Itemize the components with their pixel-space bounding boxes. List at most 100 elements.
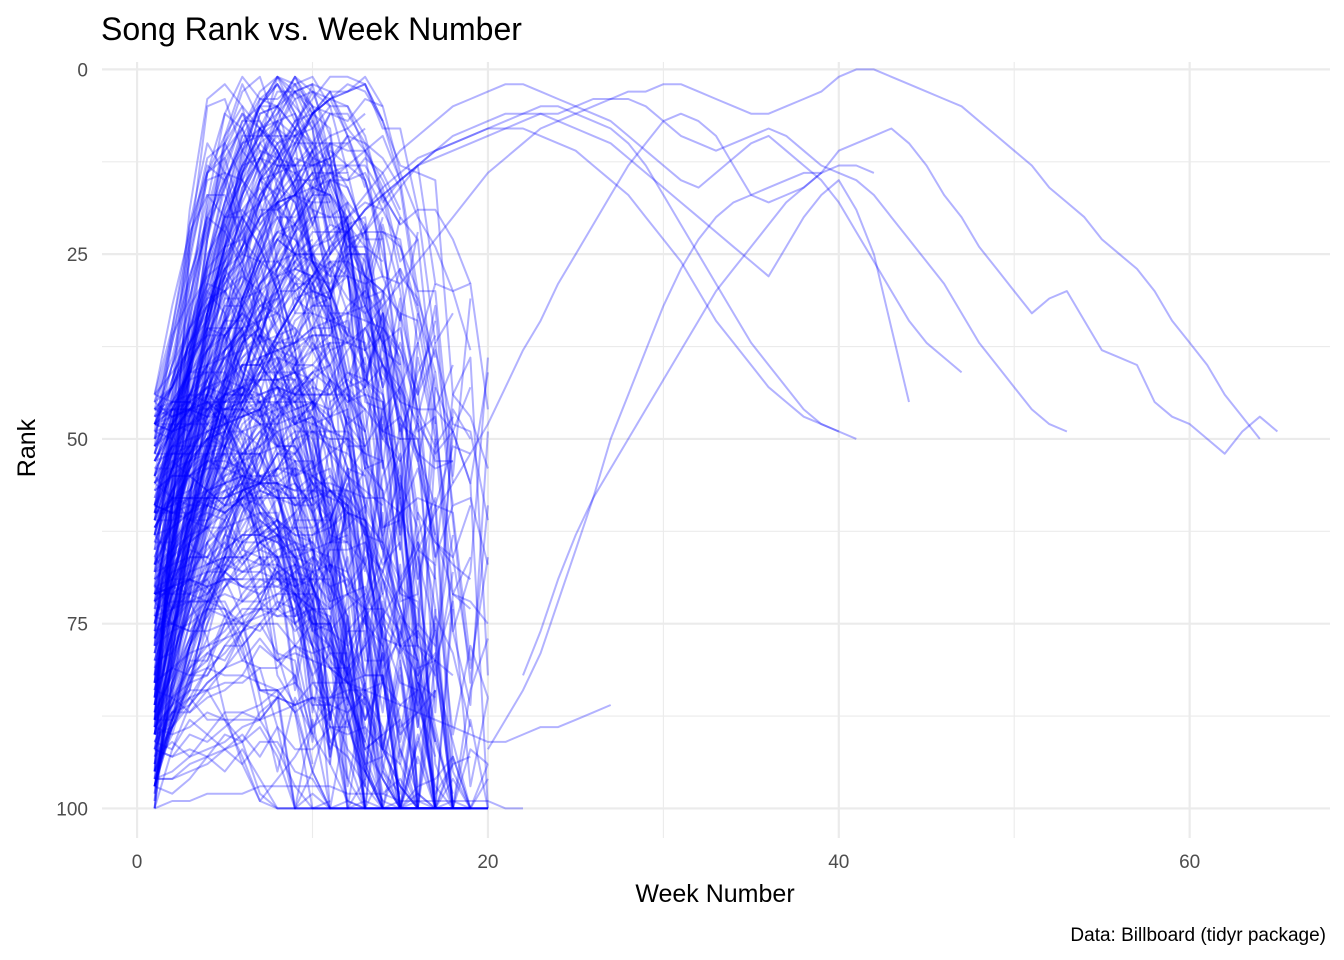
series-line [153,334,367,809]
series-line [153,364,384,773]
series-line [153,216,437,580]
series-line [153,304,472,787]
series-line [153,401,332,499]
series-line [154,785,523,810]
series-line [153,98,384,566]
series-line [153,194,349,551]
series-line [153,164,454,499]
series-line [153,437,419,810]
series-line [153,364,454,706]
series-line [153,437,348,765]
series-line [153,511,437,810]
series-line [153,386,488,810]
series-line [153,371,419,809]
series-line [153,112,472,661]
series-line [153,142,489,565]
chart-title: Song Rank vs. Week Number [101,11,522,47]
series-line [153,164,454,411]
series-line [153,415,332,728]
series-line [153,231,472,610]
series-line [153,171,489,485]
series-line [153,526,314,735]
series-line [153,519,419,810]
series-line [153,112,1279,802]
series-line [153,674,436,810]
x-tick-label: 20 [477,852,498,873]
series-line [153,83,963,595]
series-line [153,149,453,463]
series-line [154,401,332,750]
series-line [154,526,454,810]
series-line [154,401,419,729]
series-line [153,386,314,521]
series-line [154,696,488,810]
series-line [153,327,419,765]
series-line [153,149,419,521]
series-line [153,253,366,418]
y-tick-label: 75 [67,615,88,636]
series-line [153,726,471,810]
series-line [153,423,437,810]
series-line [153,474,437,714]
major-gridlines [102,62,1330,838]
y-tick-label: 0 [77,60,88,81]
series-line [154,593,454,795]
series-line [153,260,419,514]
series-line [153,179,401,624]
series-line [154,578,331,699]
series-line [153,290,471,810]
series-line [153,105,489,706]
series-line [153,534,348,736]
series-line [153,644,331,743]
series-line [153,570,332,809]
minor-gridlines [102,62,1330,838]
series-line [153,142,437,691]
series-line [153,105,857,750]
series-line [153,83,419,624]
series-line [153,534,349,787]
series-line [153,267,471,810]
series-line [153,327,349,698]
x-tick-label: 40 [828,852,849,873]
series-line [153,556,401,810]
series-line [153,127,332,395]
series-line [154,511,384,802]
series-line [153,600,367,809]
series-line [153,482,384,721]
series-line [153,341,367,735]
series-line [153,570,488,810]
series-line [153,408,437,809]
series-line [153,186,313,521]
series-line [153,541,436,772]
series-line [153,474,384,809]
series-line [153,430,402,566]
series-line [153,127,419,551]
series-line [153,541,402,809]
series-line [154,600,314,633]
series-line [153,304,437,810]
series-line [153,452,488,810]
series-line [153,157,437,551]
series-line [154,740,453,810]
series-line [153,238,367,632]
series-line [153,142,489,810]
series-line [154,526,367,706]
series-line [153,75,437,802]
series-line [153,482,488,810]
series-line [154,748,348,810]
series-line [153,334,472,809]
series-line [153,282,349,617]
series-line [153,105,332,654]
series-line [153,112,437,536]
series-line [153,231,402,676]
series-line [154,711,331,810]
series-line [154,452,471,810]
series-line [153,83,472,418]
series-line [154,578,366,810]
series-line [153,644,401,810]
series-line [153,275,419,661]
series-line [153,371,314,624]
series-line [154,482,384,595]
series-line [153,452,349,706]
